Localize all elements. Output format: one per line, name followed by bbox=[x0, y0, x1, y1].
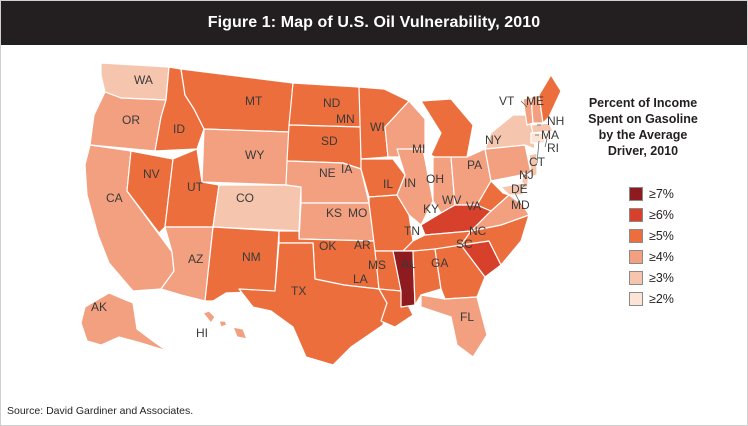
state-mi bbox=[420, 98, 474, 164]
state-ma bbox=[530, 122, 554, 134]
legend-item: ≥2% bbox=[629, 289, 674, 308]
state-label-or: OR bbox=[122, 113, 140, 127]
state-al bbox=[412, 248, 442, 306]
legend-swatch bbox=[629, 270, 643, 285]
leader-line bbox=[514, 192, 522, 206]
state-label-ut: UT bbox=[187, 180, 204, 194]
legend-swatch bbox=[629, 186, 643, 201]
state-label-tn: TN bbox=[404, 224, 420, 238]
legend-label: ≥6% bbox=[649, 207, 674, 222]
state-fl bbox=[420, 294, 488, 358]
legend-item: ≥6% bbox=[629, 205, 674, 224]
state-label-al: AL bbox=[401, 257, 416, 271]
leader-line bbox=[544, 138, 548, 148]
state-label-wy: WY bbox=[245, 148, 264, 162]
state-label-ms: MS bbox=[368, 258, 386, 272]
us-map: WA OR CA NV ID MT WY UT AZ CO NM ND SD NE KS OK TX MN IA MO… bbox=[80, 62, 564, 366]
state-ms bbox=[392, 250, 416, 308]
state-wv bbox=[476, 180, 510, 212]
state-label-nd: ND bbox=[323, 96, 341, 110]
state-nv bbox=[126, 150, 174, 234]
state-label-pa: PA bbox=[467, 158, 482, 172]
state-label-wv: WV bbox=[442, 193, 461, 207]
legend-item: ≥5% bbox=[629, 226, 674, 245]
state-label-fl: FL bbox=[460, 310, 474, 324]
state-label-mi: MI bbox=[412, 142, 425, 156]
state-label-la: LA bbox=[353, 272, 368, 286]
state-label-ky: KY bbox=[423, 202, 439, 216]
state-hi bbox=[202, 310, 248, 340]
legend-swatch bbox=[629, 291, 643, 306]
state-ri bbox=[544, 132, 552, 142]
state-ct bbox=[530, 132, 546, 144]
leader-line bbox=[522, 168, 534, 178]
state-md bbox=[500, 182, 524, 196]
figure-title: Figure 1: Map of U.S. Oil Vulnerability,… bbox=[1, 1, 747, 45]
state-il bbox=[396, 148, 434, 226]
state-label-ca: CA bbox=[106, 191, 123, 205]
leader-line bbox=[520, 100, 528, 108]
state-label-sd: SD bbox=[321, 134, 338, 148]
state-label-in: IN bbox=[404, 176, 416, 190]
state-label-ok: OK bbox=[319, 239, 336, 253]
legend-label: ≥3% bbox=[649, 270, 674, 285]
state-label-wi: WI bbox=[370, 120, 385, 134]
state-label-ak: AK bbox=[91, 300, 107, 314]
state-label-tx: TX bbox=[291, 284, 306, 298]
state-label-nv: NV bbox=[143, 167, 160, 181]
state-label-mn: MN bbox=[336, 112, 355, 126]
state-label-hi: HI bbox=[196, 326, 208, 340]
state-label-ia: IA bbox=[341, 162, 352, 176]
state-label-nh: NH bbox=[547, 114, 564, 128]
legend-item: ≥4% bbox=[629, 247, 674, 266]
state-label-ct: CT bbox=[529, 155, 546, 169]
legend: ≥7% ≥6% ≥5% ≥4% ≥3% ≥2% bbox=[629, 184, 674, 310]
leader-line bbox=[520, 184, 526, 190]
state-label-mo: MO bbox=[348, 206, 367, 220]
state-label-nj: NJ bbox=[519, 168, 534, 182]
source-note: Source: David Gardiner and Associates. bbox=[7, 405, 194, 417]
state-label-ny: NY bbox=[485, 133, 502, 147]
state-label-vt: VT bbox=[499, 94, 515, 108]
state-wi bbox=[384, 100, 426, 158]
state-label-wa: WA bbox=[134, 73, 153, 87]
legend-title: Percent of Income Spent on Gasoline by t… bbox=[588, 96, 698, 158]
state-label-co: CO bbox=[236, 191, 254, 205]
state-label-ne: NE bbox=[319, 166, 336, 180]
state-label-ga: GA bbox=[431, 256, 448, 270]
state-co bbox=[212, 184, 302, 232]
legend-label: ≥5% bbox=[649, 228, 674, 243]
legend-swatch bbox=[629, 207, 643, 222]
state-label-oh: OH bbox=[426, 172, 444, 186]
state-label-ar: AR bbox=[354, 238, 371, 252]
state-label-ks: KS bbox=[326, 206, 342, 220]
legend-label: ≥2% bbox=[649, 291, 674, 306]
state-label-md: MD bbox=[511, 198, 530, 212]
state-label-ri: RI bbox=[547, 141, 559, 155]
state-me bbox=[538, 74, 562, 124]
legend-swatch bbox=[629, 228, 643, 243]
state-label-az: AZ bbox=[188, 252, 203, 266]
state-label-nm: NM bbox=[242, 250, 261, 264]
legend-label: ≥7% bbox=[649, 186, 674, 201]
state-tx bbox=[238, 242, 388, 366]
state-label-mt: MT bbox=[245, 94, 263, 108]
state-label-sc: SC bbox=[456, 237, 473, 251]
state-label-ma: MA bbox=[541, 128, 559, 142]
state-label-va: VA bbox=[466, 199, 481, 213]
state-label-me: ME bbox=[526, 94, 544, 108]
state-label-de: DE bbox=[511, 182, 528, 196]
state-ak bbox=[80, 292, 168, 352]
legend-swatch bbox=[629, 249, 643, 264]
state-label-id: ID bbox=[173, 122, 185, 136]
legend-item: ≥3% bbox=[629, 268, 674, 287]
state-label-nc: NC bbox=[469, 224, 487, 238]
legend-label: ≥4% bbox=[649, 249, 674, 264]
leader-line bbox=[536, 140, 540, 164]
legend-item: ≥7% bbox=[629, 184, 674, 203]
state-label-il: IL bbox=[383, 177, 393, 191]
